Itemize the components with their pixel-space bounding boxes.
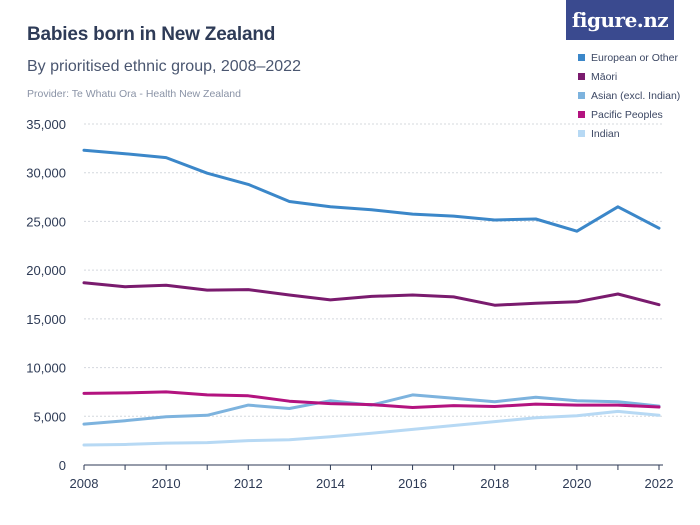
legend-item: European or Other [578,48,680,67]
legend-item: Māori [578,67,680,86]
chart-subtitle: By prioritised ethnic group, 2008–2022 [27,58,301,75]
legend-label: European or Other [591,51,678,64]
legend-item: Asian (excl. Indian) [578,86,680,105]
series-line-european-or-other [82,148,661,233]
y-tick-label: 20,000 [26,263,66,278]
legend-swatch [578,73,585,80]
legend-item: Pacific Peoples [578,105,680,124]
series-line-m-ori [82,281,661,307]
legend-swatch [578,111,585,118]
series-line-pacific-peoples [82,390,661,409]
y-tick-label: 0 [59,458,66,473]
x-tick-label: 2012 [234,476,263,491]
legend-swatch [578,54,585,61]
x-tick-label: 2008 [70,476,99,491]
x-tick-label: 2022 [645,476,674,491]
y-tick-label: 25,000 [26,214,66,229]
y-tick-label: 35,000 [26,117,66,132]
series-line-asian-excl-indian [82,393,661,426]
x-tick-label: 2020 [562,476,591,491]
legend-label: Pacific Peoples [591,108,663,121]
legend-label: Māori [591,70,618,83]
legend-swatch [578,130,585,137]
y-tick-label: 10,000 [26,361,66,376]
x-tick-label: 2010 [152,476,181,491]
y-tick-label: 15,000 [26,312,66,327]
figure-nz-logo[interactable]: figure.nz [566,0,674,40]
y-tick-label: 30,000 [26,166,66,181]
y-tick-label: 5,000 [33,409,66,424]
legend-swatch [578,92,585,99]
x-tick-label: 2014 [316,476,345,491]
legend-item: Indian [578,124,680,143]
legend-label: Indian [591,127,620,140]
legend: European or Other Māori Asian (excl. India… [578,48,680,143]
x-tick-label: 2018 [480,476,509,491]
x-tick-label: 2016 [398,476,427,491]
series-line-indian [82,409,661,447]
chart-title: Babies born in New Zealand [27,24,276,45]
legend-label: Asian (excl. Indian) [591,89,681,102]
data-provider: Provider: Te Whatu Ora - Health New Zeal… [27,88,241,100]
